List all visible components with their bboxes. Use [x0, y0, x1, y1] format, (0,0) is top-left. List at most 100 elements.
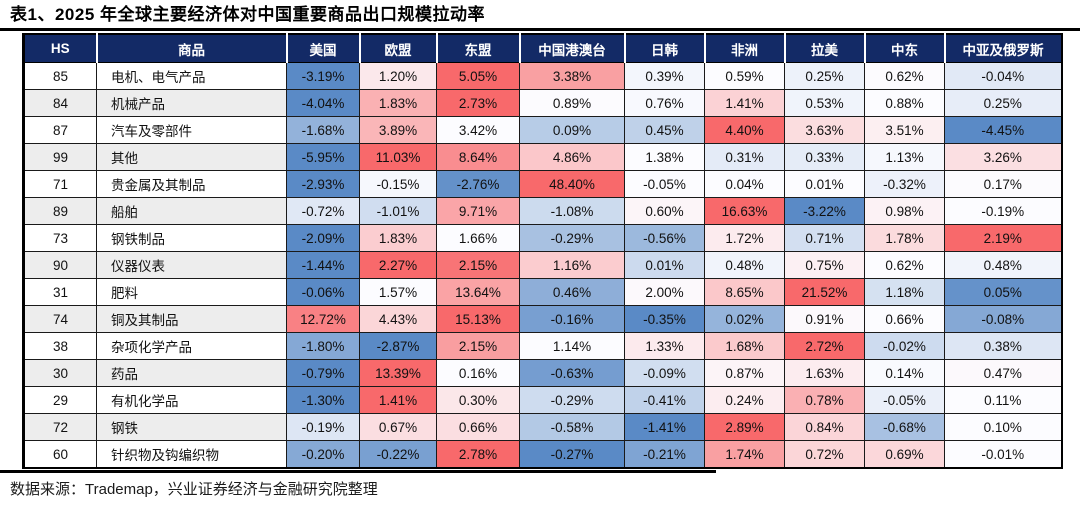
- value-cell: -2.93%: [286, 170, 360, 198]
- value-cell: 0.31%: [704, 143, 785, 171]
- value-cell: 1.41%: [704, 89, 785, 117]
- value-cell: -0.56%: [624, 224, 705, 252]
- value-cell: 0.25%: [944, 89, 1062, 117]
- value-cell: 0.76%: [624, 89, 705, 117]
- hs-code-cell: 60: [23, 440, 97, 469]
- title-block: 表1、2025 年全球主要经济体对中国重要商品出口规模拉动率: [0, 0, 1080, 31]
- value-cell: 0.01%: [624, 251, 705, 279]
- value-cell: 12.72%: [286, 305, 360, 333]
- value-cell: 4.40%: [704, 116, 785, 144]
- table-row: 29 有机化学品 -1.30% 1.41% 0.30% -0.29% -0.41% 0.24%…: [23, 386, 1062, 414]
- value-cell: 5.05%: [436, 62, 520, 90]
- value-cell: 2.15%: [436, 251, 520, 279]
- table-row: 30 药品 -0.79% 13.39% 0.16% -0.63% -0.09% 0.87% 1.…: [23, 359, 1062, 387]
- value-cell: -2.09%: [286, 224, 360, 252]
- product-name-cell: 电机、电气产品: [96, 62, 287, 90]
- value-cell: 1.57%: [359, 278, 437, 306]
- hs-code-cell: 90: [23, 251, 97, 279]
- table-row: 89 船舶 -0.72% -1.01% 9.71% -1.08% 0.60% 16.63% -3…: [23, 197, 1062, 225]
- value-cell: -0.27%: [519, 440, 625, 469]
- table-row: 31 肥料 -0.06% 1.57% 13.64% 0.46% 2.00% 8.65% 21.5…: [23, 278, 1062, 306]
- value-cell: -0.22%: [359, 440, 437, 469]
- value-cell: 48.40%: [519, 170, 625, 198]
- value-cell: 1.13%: [864, 143, 945, 171]
- value-cell: -2.87%: [359, 332, 437, 360]
- header-cell: 拉美: [783, 34, 865, 63]
- value-cell: 2.89%: [704, 413, 785, 441]
- value-cell: 2.73%: [436, 89, 520, 117]
- value-cell: 0.69%: [864, 440, 945, 469]
- value-cell: -0.19%: [286, 413, 360, 441]
- header-cell: 中国港澳台: [518, 34, 625, 63]
- value-cell: 1.41%: [359, 386, 437, 414]
- value-cell: 1.83%: [359, 224, 437, 252]
- table-body: 85 电机、电气产品 -3.19% 1.20% 5.05% 3.38% 0.39% 0.59%…: [23, 62, 1062, 469]
- value-cell: -0.72%: [286, 197, 360, 225]
- header-row: HS 商品 美国 欧盟 东盟 中国港澳台 日韩 非洲 拉美 中东 中亚及俄罗斯: [23, 34, 1062, 63]
- value-cell: 0.59%: [704, 62, 785, 90]
- value-cell: -0.29%: [519, 386, 625, 414]
- value-cell: 0.62%: [864, 62, 945, 90]
- value-cell: -3.22%: [784, 197, 865, 225]
- value-cell: 11.03%: [359, 143, 437, 171]
- value-cell: 0.16%: [436, 359, 520, 387]
- value-cell: 13.64%: [436, 278, 520, 306]
- hs-code-cell: 89: [23, 197, 97, 225]
- hs-code-cell: 85: [23, 62, 97, 90]
- value-cell: -0.21%: [624, 440, 705, 469]
- value-cell: 0.53%: [784, 89, 865, 117]
- value-cell: 0.05%: [944, 278, 1062, 306]
- value-cell: 0.38%: [944, 332, 1062, 360]
- value-cell: -1.08%: [519, 197, 625, 225]
- value-cell: -0.06%: [286, 278, 360, 306]
- value-cell: 0.04%: [704, 170, 785, 198]
- header-cell: 商品: [95, 34, 287, 63]
- value-cell: 1.68%: [704, 332, 785, 360]
- value-cell: -0.08%: [944, 305, 1062, 333]
- product-name-cell: 钢铁制品: [96, 224, 287, 252]
- value-cell: -3.19%: [286, 62, 360, 90]
- value-cell: 0.02%: [704, 305, 785, 333]
- value-cell: 21.52%: [784, 278, 865, 306]
- table-row: 73 钢铁制品 -2.09% 1.83% 1.66% -0.29% -0.56% 1.72% 0…: [23, 224, 1062, 252]
- value-cell: 1.63%: [784, 359, 865, 387]
- hs-code-cell: 71: [23, 170, 97, 198]
- product-name-cell: 铜及其制品: [96, 305, 287, 333]
- value-cell: 4.43%: [359, 305, 437, 333]
- product-name-cell: 其他: [96, 143, 287, 171]
- value-cell: 0.48%: [704, 251, 785, 279]
- table-row: 71 贵金属及其制品 -2.93% -0.15% -2.76% 48.40% -0.05% 0…: [23, 170, 1062, 198]
- value-cell: 0.88%: [864, 89, 945, 117]
- value-cell: 1.78%: [864, 224, 945, 252]
- table-row: 90 仪器仪表 -1.44% 2.27% 2.15% 1.16% 0.01% 0.48% 0.7…: [23, 251, 1062, 279]
- hs-code-cell: 73: [23, 224, 97, 252]
- value-cell: 0.91%: [784, 305, 865, 333]
- header-cell: 欧盟: [358, 34, 437, 63]
- header-cell: 东盟: [435, 34, 520, 63]
- value-cell: 16.63%: [704, 197, 785, 225]
- value-cell: -0.58%: [519, 413, 625, 441]
- value-cell: 2.00%: [624, 278, 705, 306]
- value-cell: 0.72%: [784, 440, 865, 469]
- table-row: 87 汽车及零部件 -1.68% 3.89% 3.42% 0.09% 0.45% 4.40% 3…: [23, 116, 1062, 144]
- value-cell: -1.44%: [286, 251, 360, 279]
- value-cell: -1.30%: [286, 386, 360, 414]
- product-name-cell: 贵金属及其制品: [96, 170, 287, 198]
- hs-code-cell: 87: [23, 116, 97, 144]
- value-cell: 4.86%: [519, 143, 625, 171]
- product-name-cell: 针织物及钩编织物: [96, 440, 287, 469]
- header-cell: 美国: [285, 34, 360, 63]
- value-cell: 8.65%: [704, 278, 785, 306]
- value-cell: 0.87%: [704, 359, 785, 387]
- value-cell: 3.42%: [436, 116, 520, 144]
- value-cell: -0.16%: [519, 305, 625, 333]
- value-cell: -1.01%: [359, 197, 437, 225]
- table-row: 74 铜及其制品 12.72% 4.43% 15.13% -0.16% -0.35% 0.02…: [23, 305, 1062, 333]
- value-cell: 9.71%: [436, 197, 520, 225]
- value-cell: -0.29%: [519, 224, 625, 252]
- hs-code-cell: 99: [23, 143, 97, 171]
- table-row: 72 钢铁 -0.19% 0.67% 0.66% -0.58% -1.41% 2.89% 0.8…: [23, 413, 1062, 441]
- value-cell: 0.67%: [359, 413, 437, 441]
- value-cell: -1.68%: [286, 116, 360, 144]
- value-cell: 0.47%: [944, 359, 1062, 387]
